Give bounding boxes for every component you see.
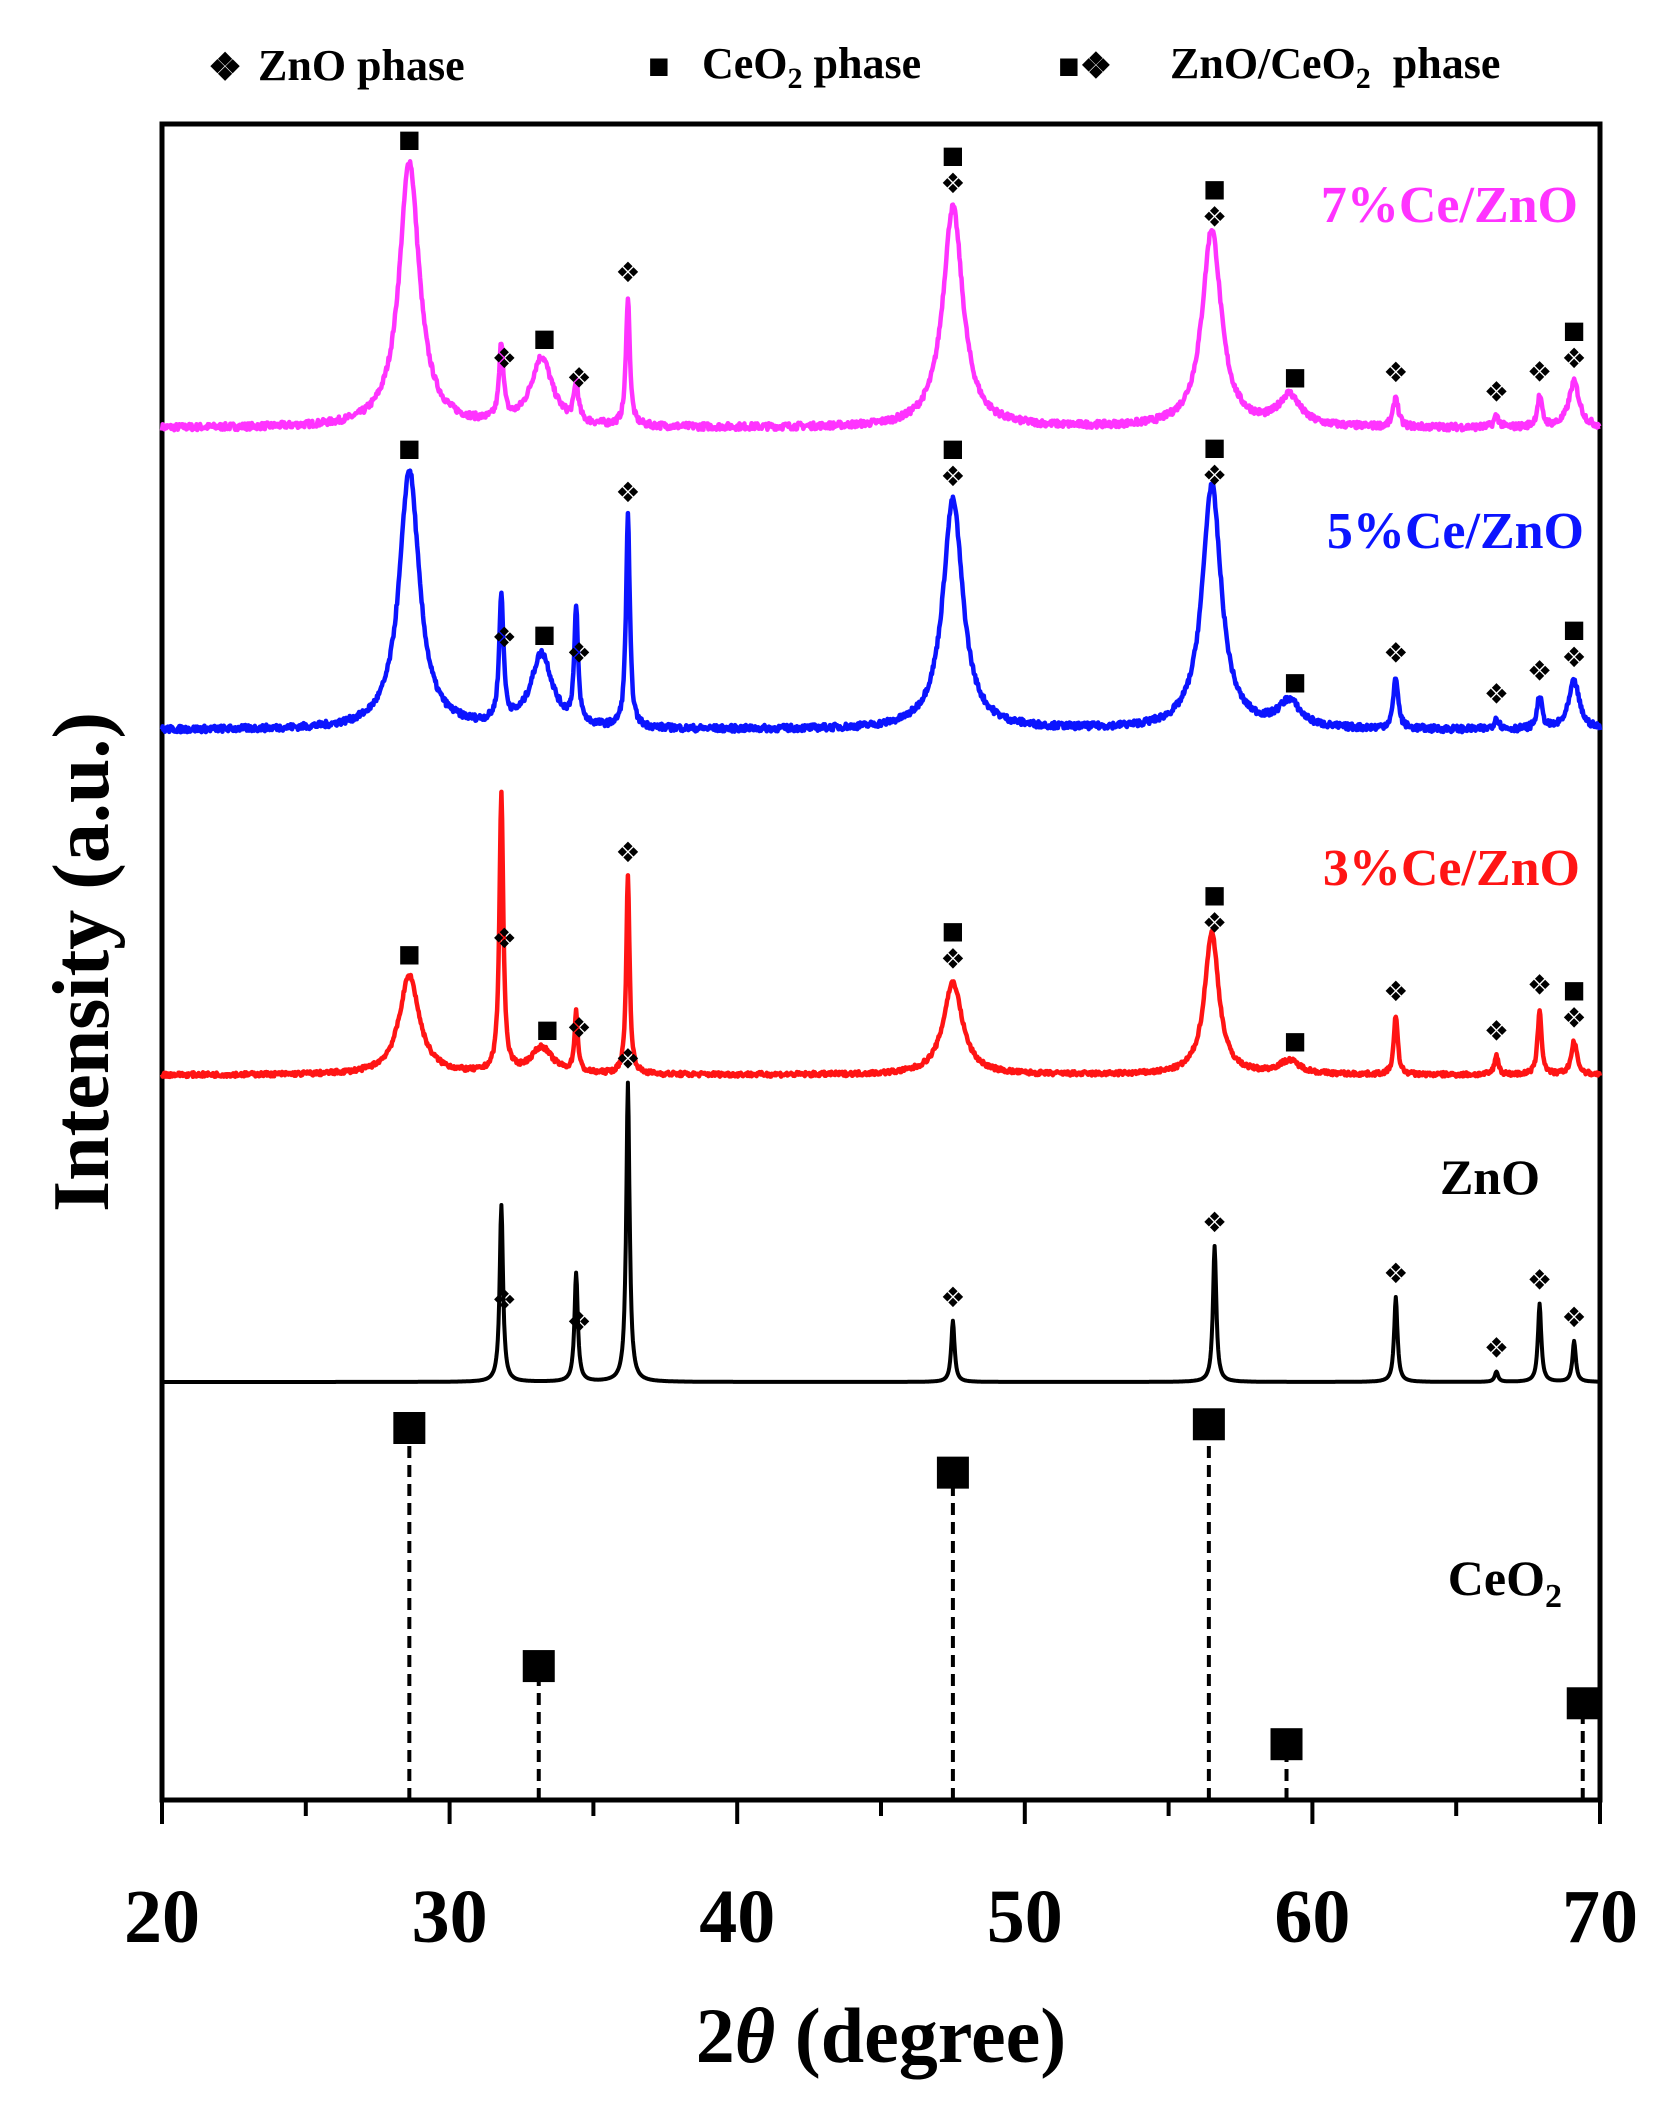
peak-marker: ❖ bbox=[1383, 1257, 1408, 1290]
trace-3 bbox=[159, 789, 1603, 1080]
peak-marker: ■ bbox=[536, 1015, 559, 1043]
peak-marker: ❖ bbox=[940, 460, 965, 493]
peak-marker: ❖ bbox=[566, 1011, 591, 1044]
peak-marker: ■ bbox=[1284, 667, 1307, 695]
peak-marker: ❖ bbox=[1562, 641, 1587, 674]
peak-marker: ■ bbox=[1284, 1026, 1307, 1054]
peak-marker: ❖ bbox=[1202, 907, 1227, 940]
peak-marker: ❖ bbox=[492, 621, 517, 654]
traces bbox=[159, 159, 1603, 1384]
peak-marker: ❖ bbox=[1484, 376, 1509, 409]
series-label-ceo2: CeO2 bbox=[1448, 1550, 1562, 1615]
peak-marker: ■ bbox=[1563, 976, 1586, 1004]
peak-marker: ❖ bbox=[1383, 637, 1408, 670]
trace-zno bbox=[160, 1080, 1602, 1384]
ref-marker bbox=[1270, 1728, 1303, 1761]
x-tick-label: 60 bbox=[1274, 1875, 1350, 1959]
legend-label-mixed: ZnO/CeO2 phase bbox=[1170, 39, 1500, 95]
trace-7 bbox=[159, 159, 1602, 433]
peak-annotations: ■❖■❖❖❖■❖■■ ❖❖❖ ❖■■❖ ■❖❖ ❖■❖■■❖❖❖ ❖■■ ❖■ ❖❖❖■ ❖■■… bbox=[398, 125, 1587, 1365]
peak-marker: ❖ bbox=[1202, 1206, 1227, 1239]
peak-marker: ❖ bbox=[1484, 1332, 1509, 1365]
peak-marker: ❖ bbox=[1202, 459, 1227, 492]
legend-marker-mixed: ■❖ bbox=[1058, 46, 1112, 86]
series-label-7ce: 7%Ce/ZnO bbox=[1321, 177, 1578, 234]
peak-marker: ❖ bbox=[1562, 342, 1587, 375]
peak-marker: ■ bbox=[398, 125, 421, 153]
peak-marker: ❖ bbox=[492, 922, 517, 955]
peak-marker: ❖ bbox=[940, 167, 965, 200]
series-label-3ce: 3%Ce/ZnO bbox=[1323, 840, 1580, 897]
peak-marker: ❖ bbox=[940, 942, 965, 975]
legend-label-ceo2: CeO2 phase bbox=[702, 39, 921, 95]
ref-marker bbox=[936, 1456, 969, 1489]
x-tick-label: 20 bbox=[124, 1875, 200, 1959]
ref-marker bbox=[522, 1650, 555, 1683]
peak-marker: ❖ bbox=[492, 342, 517, 375]
peak-marker: ■ bbox=[533, 324, 556, 352]
peak-marker: ■ bbox=[1203, 433, 1226, 461]
trace-5 bbox=[159, 468, 1603, 735]
legend-label-zno: ZnO phase bbox=[258, 41, 465, 90]
peak-marker: ❖ bbox=[940, 1281, 965, 1314]
peak-marker: ■ bbox=[398, 940, 421, 968]
series-label-5ce: 5%Ce/ZnO bbox=[1327, 503, 1584, 560]
x-tick-label: 70 bbox=[1562, 1875, 1638, 1959]
peak-marker: ❖ bbox=[615, 256, 640, 289]
peak-marker: ❖ bbox=[1383, 975, 1408, 1008]
ref-marker bbox=[1566, 1687, 1599, 1720]
peak-marker: ■ bbox=[1203, 881, 1226, 909]
x-tick-label: 40 bbox=[699, 1875, 775, 1959]
x-tick-label: 50 bbox=[987, 1875, 1063, 1959]
peak-marker: ■ bbox=[1284, 363, 1307, 391]
peak-marker: ❖ bbox=[1562, 1002, 1587, 1035]
legend-marker-ceo2: ■ bbox=[648, 46, 670, 86]
peak-marker: ❖ bbox=[615, 836, 640, 869]
peak-marker: ■ bbox=[1563, 615, 1586, 643]
peak-marker: ❖ bbox=[1527, 356, 1552, 389]
peak-marker: ■ bbox=[533, 620, 556, 648]
peak-marker: ■ bbox=[1203, 175, 1226, 203]
ref-marker bbox=[1192, 1408, 1225, 1441]
peak-marker: ❖ bbox=[492, 1284, 517, 1317]
peak-marker: ❖ bbox=[615, 476, 640, 509]
peak-marker: ❖ bbox=[1562, 1301, 1587, 1334]
peak-marker: ❖ bbox=[1202, 201, 1227, 234]
legend-marker-zno: ❖ bbox=[208, 47, 242, 89]
x-tick-label: 30 bbox=[412, 1875, 488, 1959]
peak-marker: ■ bbox=[942, 434, 965, 462]
peak-marker: ❖ bbox=[566, 1306, 591, 1339]
x-axis: 20 30 40 50 60 70 bbox=[124, 1800, 1638, 1959]
ref-marker bbox=[393, 1412, 426, 1444]
series-label-zno: ZnO bbox=[1440, 1149, 1540, 1205]
peak-marker: ❖ bbox=[1527, 968, 1552, 1001]
peak-marker: ■ bbox=[398, 434, 421, 462]
peak-marker: ❖ bbox=[1527, 1264, 1552, 1297]
x-axis-label: 2θ (degree) bbox=[696, 1992, 1066, 2079]
y-axis-label: Intensity (a.u.) bbox=[38, 712, 126, 1212]
peak-marker: ■ bbox=[1563, 316, 1586, 344]
legend: ❖ ZnO phase ■ CeO2 phase ■❖ ZnO/CeO2 pha… bbox=[208, 39, 1500, 95]
peak-marker: ❖ bbox=[1484, 1015, 1509, 1048]
peak-marker: ❖ bbox=[1527, 655, 1552, 688]
ceo2-reference bbox=[393, 1408, 1599, 1800]
peak-marker: ❖ bbox=[566, 637, 591, 670]
peak-marker: ■ bbox=[942, 916, 965, 944]
peak-marker: ❖ bbox=[1484, 678, 1509, 711]
peak-marker: ■ bbox=[942, 141, 965, 169]
peak-marker: ❖ bbox=[615, 1043, 640, 1076]
peak-marker: ❖ bbox=[1383, 356, 1408, 389]
peak-marker: ❖ bbox=[566, 362, 591, 395]
